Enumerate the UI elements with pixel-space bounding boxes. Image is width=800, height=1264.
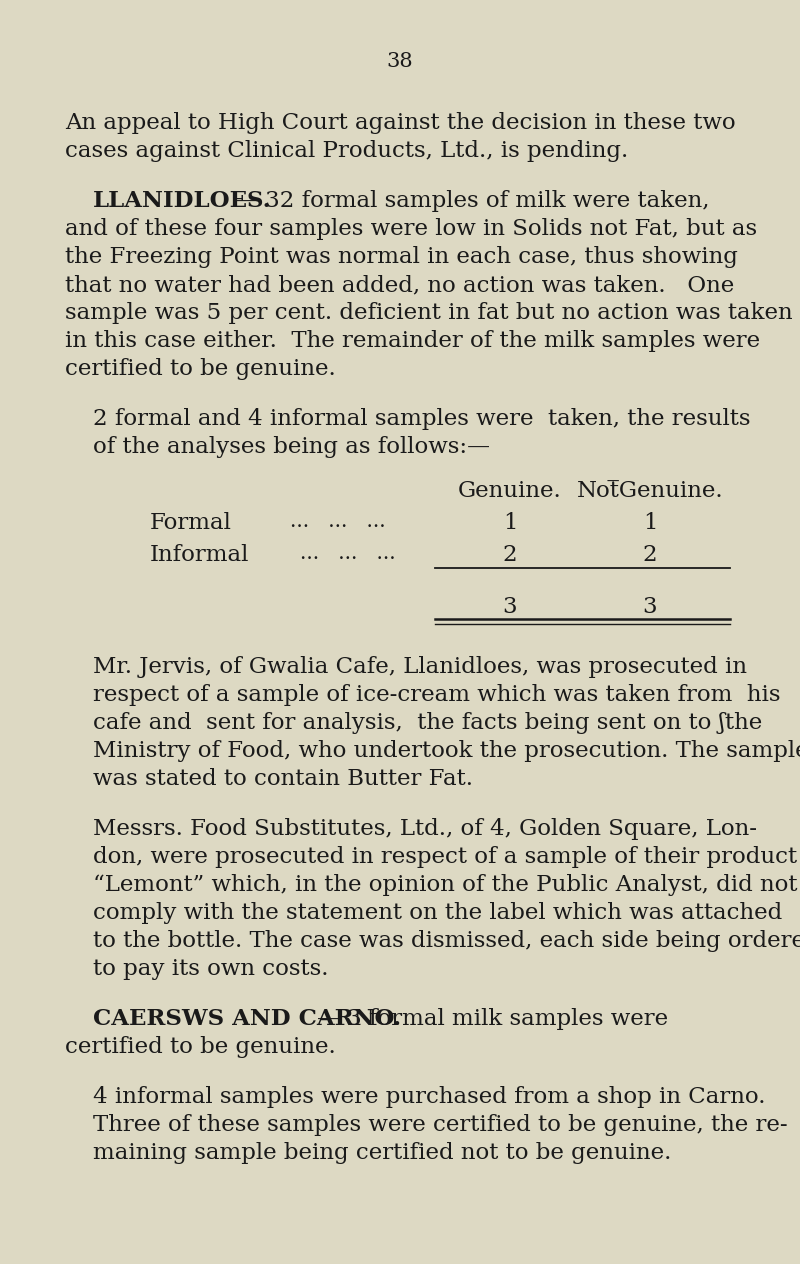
Text: sample was 5 per cent. deficient in fat but no action was taken: sample was 5 per cent. deficient in fat … bbox=[65, 302, 793, 324]
Text: Genuine.: Genuine. bbox=[458, 480, 562, 502]
Text: was stated to contain Butter Fat.: was stated to contain Butter Fat. bbox=[93, 767, 473, 790]
Text: 3: 3 bbox=[642, 597, 658, 618]
Text: of the analyses being as follows:—: of the analyses being as follows:— bbox=[93, 436, 490, 458]
Text: respect of a sample of ice-cream which was taken from  his: respect of a sample of ice-cream which w… bbox=[93, 684, 781, 705]
Text: Not̅Genuine.: Not̅Genuine. bbox=[577, 480, 723, 502]
Text: the Freezing Point was normal in each case, thus showing: the Freezing Point was normal in each ca… bbox=[65, 246, 738, 268]
Text: ...   ...   ...: ... ... ... bbox=[300, 545, 396, 564]
Text: 4 informal samples were purchased from a shop in Carno.: 4 informal samples were purchased from a… bbox=[93, 1086, 766, 1107]
Text: 38: 38 bbox=[386, 52, 414, 71]
Text: “Lemont” which, in the opinion of the Public Analyst, did not: “Lemont” which, in the opinion of the Pu… bbox=[93, 873, 798, 896]
Text: cafe and  sent for analysis,  the facts being sent on to ʃthe: cafe and sent for analysis, the facts be… bbox=[93, 712, 762, 733]
Text: don, were prosecuted in respect of a sample of their product: don, were prosecuted in respect of a sam… bbox=[93, 846, 797, 867]
Text: CAERSWS AND CARNO.: CAERSWS AND CARNO. bbox=[93, 1007, 401, 1030]
Text: 3: 3 bbox=[502, 597, 518, 618]
Text: certified to be genuine.: certified to be genuine. bbox=[65, 1035, 336, 1058]
Text: cases against Clinical Products, Ltd., is pending.: cases against Clinical Products, Ltd., i… bbox=[65, 140, 628, 162]
Text: certified to be genuine.: certified to be genuine. bbox=[65, 358, 336, 380]
Text: Messrs. Food Substitutes, Ltd., of 4, Golden Square, Lon-: Messrs. Food Substitutes, Ltd., of 4, Go… bbox=[93, 818, 757, 839]
Text: An appeal to High Court against the decision in these two: An appeal to High Court against the deci… bbox=[65, 112, 736, 134]
Text: Formal: Formal bbox=[150, 512, 232, 535]
Text: to the bottle. The case was dismissed, each side being ordered: to the bottle. The case was dismissed, e… bbox=[93, 929, 800, 952]
Text: 1: 1 bbox=[642, 512, 658, 535]
Text: — 32 formal samples of milk were taken,: — 32 formal samples of milk were taken, bbox=[235, 190, 710, 212]
Text: Ministry of Food, who undertook the prosecution. The sample: Ministry of Food, who undertook the pros… bbox=[93, 739, 800, 762]
Text: 1: 1 bbox=[502, 512, 518, 535]
Text: to pay its own costs.: to pay its own costs. bbox=[93, 958, 329, 980]
Text: Informal: Informal bbox=[150, 545, 250, 566]
Text: in this case either.  The remainder of the milk samples were: in this case either. The remainder of th… bbox=[65, 330, 760, 351]
Text: 2: 2 bbox=[502, 545, 518, 566]
Text: 2 formal and 4 informal samples were  taken, the results: 2 formal and 4 informal samples were tak… bbox=[93, 408, 750, 430]
Text: ...   ...   ...: ... ... ... bbox=[290, 512, 386, 531]
Text: that no water had been added, no action was taken.   One: that no water had been added, no action … bbox=[65, 274, 734, 296]
Text: — 3 formal milk samples were: — 3 formal milk samples were bbox=[317, 1007, 668, 1030]
Text: Mr. Jervis, of Gwalia Cafe, Llanidloes, was prosecuted in: Mr. Jervis, of Gwalia Cafe, Llanidloes, … bbox=[93, 656, 747, 678]
Text: and of these four samples were low in Solids not Fat, but as: and of these four samples were low in So… bbox=[65, 217, 757, 240]
Text: LLANIDLOES.: LLANIDLOES. bbox=[93, 190, 272, 212]
Text: Three of these samples were certified to be genuine, the re-: Three of these samples were certified to… bbox=[93, 1114, 788, 1135]
Text: comply with the statement on the label which was attached: comply with the statement on the label w… bbox=[93, 901, 782, 924]
Text: maining sample being certified not to be genuine.: maining sample being certified not to be… bbox=[93, 1141, 671, 1164]
Text: 2: 2 bbox=[642, 545, 658, 566]
